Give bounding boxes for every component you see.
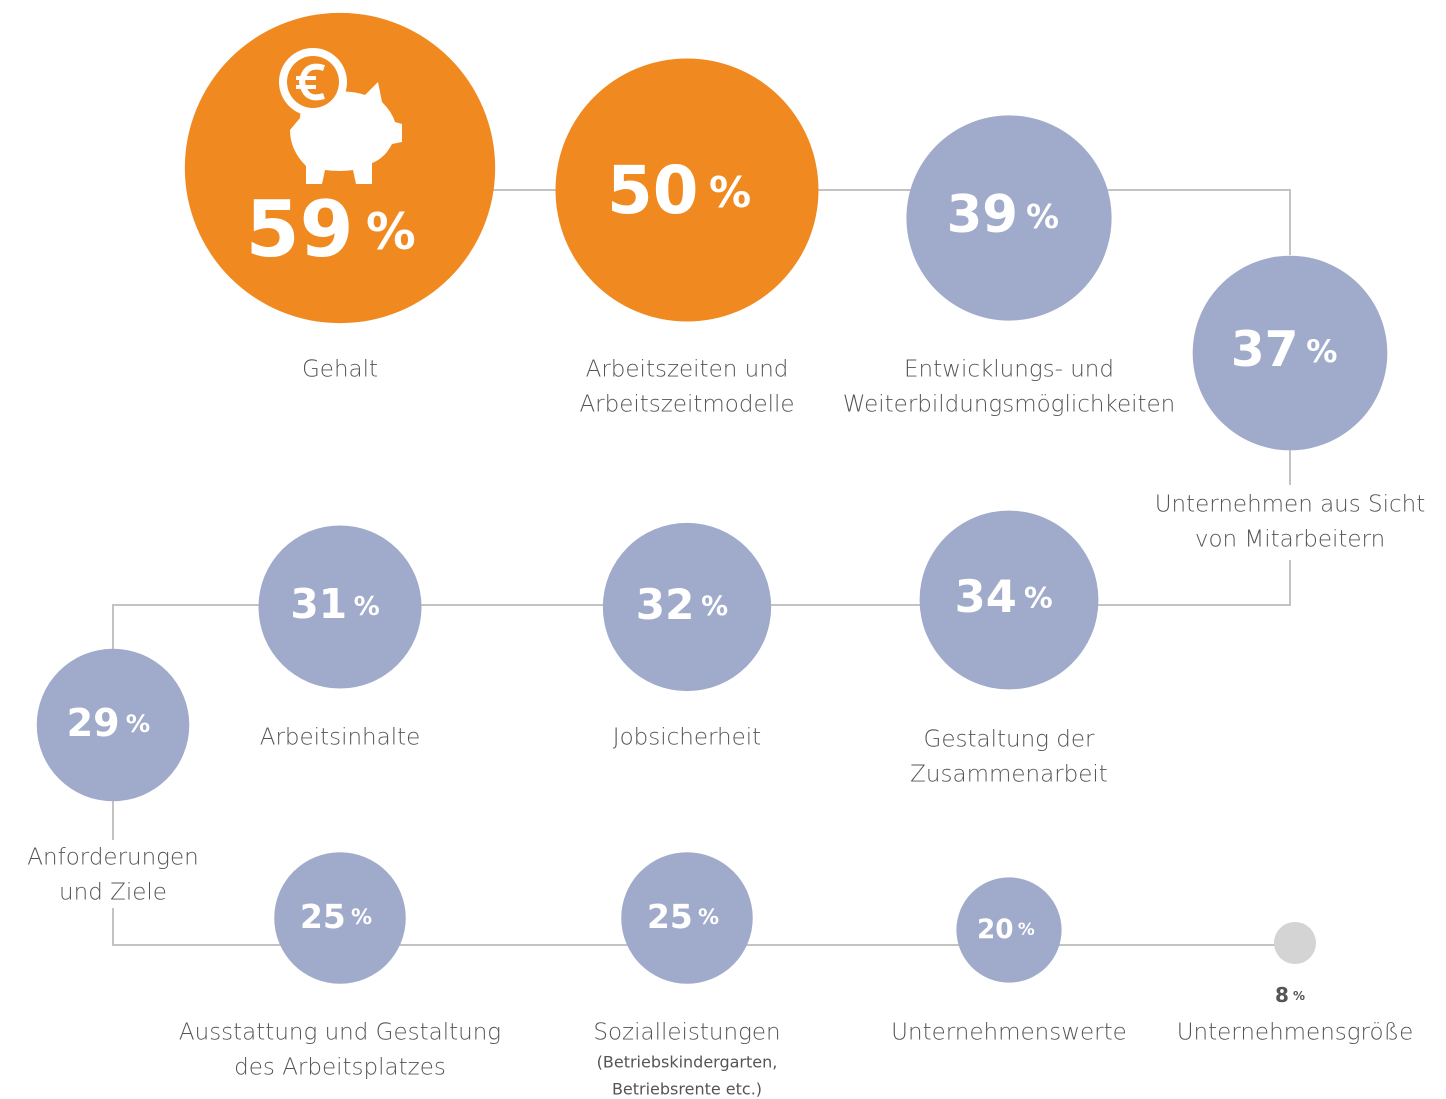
coin-inner xyxy=(287,56,339,108)
value-number: 20 xyxy=(977,915,1014,945)
value-unit: % xyxy=(698,904,719,929)
category-label: Sozialleistungen xyxy=(593,1020,780,1046)
category-label: Unternehmenswerte xyxy=(891,1020,1127,1046)
category-label: Weiterbildungsmöglichkeiten xyxy=(843,392,1176,418)
bubble xyxy=(621,852,753,984)
value-number: 32 xyxy=(636,580,695,629)
value-unit: % xyxy=(126,709,150,738)
value-unit: % xyxy=(354,592,380,622)
category-label: Anforderungen xyxy=(27,845,198,871)
category-label: des Arbeitsplatzes xyxy=(234,1055,446,1081)
value-number: 37 xyxy=(1231,322,1299,378)
value-number: 34 xyxy=(955,570,1017,623)
piggy-icon xyxy=(279,48,402,184)
value-number: 25 xyxy=(300,897,346,936)
value-label: 8% xyxy=(1275,983,1305,1007)
bubble xyxy=(1273,921,1317,965)
bubble xyxy=(906,115,1112,321)
category-note: (Betriebskindergarten, xyxy=(597,1053,778,1072)
connector-bottom xyxy=(112,908,1295,946)
bubble xyxy=(602,522,772,692)
value-label: 25% xyxy=(300,897,372,936)
category-label: Arbeitszeitmodelle xyxy=(579,392,794,418)
value-unit: % xyxy=(1306,334,1337,370)
bubble xyxy=(274,852,406,984)
category-note: Betriebsrente etc.) xyxy=(612,1080,762,1099)
value-label: 34% xyxy=(955,570,1053,623)
value-number: 39 xyxy=(947,185,1018,245)
value-number: 59 xyxy=(246,185,354,275)
value-label: 20% xyxy=(977,915,1035,945)
category-label: Zusammenarbeit xyxy=(910,762,1108,788)
value-unit: % xyxy=(709,168,751,217)
bubble xyxy=(956,877,1062,983)
category-label: Entwicklungs- und xyxy=(904,357,1114,383)
value-unit: % xyxy=(701,591,728,622)
bubble xyxy=(1192,255,1388,451)
value-label: 32% xyxy=(636,580,728,629)
category-label: Gestaltung der xyxy=(924,727,1095,753)
category-label: Unternehmen aus Sicht xyxy=(1155,492,1426,518)
value-unit: % xyxy=(351,904,372,929)
category-label: von Mitarbeitern xyxy=(1195,527,1385,553)
value-number: 50 xyxy=(607,152,699,229)
category-label: Arbeitszeiten und xyxy=(586,357,789,383)
value-label: 50% xyxy=(607,152,751,229)
value-unit: % xyxy=(1018,919,1035,939)
value-number: 31 xyxy=(290,580,347,628)
value-label: 25% xyxy=(647,897,719,936)
value-label: 59% xyxy=(246,185,416,275)
value-label: 29% xyxy=(67,701,151,745)
bubble xyxy=(36,648,190,802)
category-label: Arbeitsinhalte xyxy=(260,725,421,751)
category-label: Unternehmensgröße xyxy=(1177,1020,1414,1046)
bubble xyxy=(919,510,1099,690)
value-unit: % xyxy=(1293,989,1305,1003)
value-label: 37% xyxy=(1231,322,1338,378)
value-number: 29 xyxy=(67,701,120,745)
value-number: 8 xyxy=(1275,983,1289,1007)
bubble xyxy=(258,525,422,689)
value-label: 39% xyxy=(947,185,1059,245)
value-label: 31% xyxy=(290,580,379,628)
category-label: und Ziele xyxy=(59,880,167,906)
value-number: 25 xyxy=(647,897,693,936)
bubble xyxy=(555,58,819,322)
category-label: Jobsicherheit xyxy=(613,725,761,751)
value-unit: % xyxy=(1026,198,1059,236)
category-label: Gehalt xyxy=(302,357,378,383)
category-label: Ausstattung und Gestaltung xyxy=(179,1020,501,1046)
euro-bars xyxy=(296,76,316,89)
value-unit: % xyxy=(1024,581,1053,615)
value-unit: % xyxy=(366,203,416,261)
euro-sign xyxy=(298,63,325,101)
bubbles: 59 % Gehalt 50 % Arbeitszeiten und Arbeitszeit… xyxy=(27,12,1426,1099)
